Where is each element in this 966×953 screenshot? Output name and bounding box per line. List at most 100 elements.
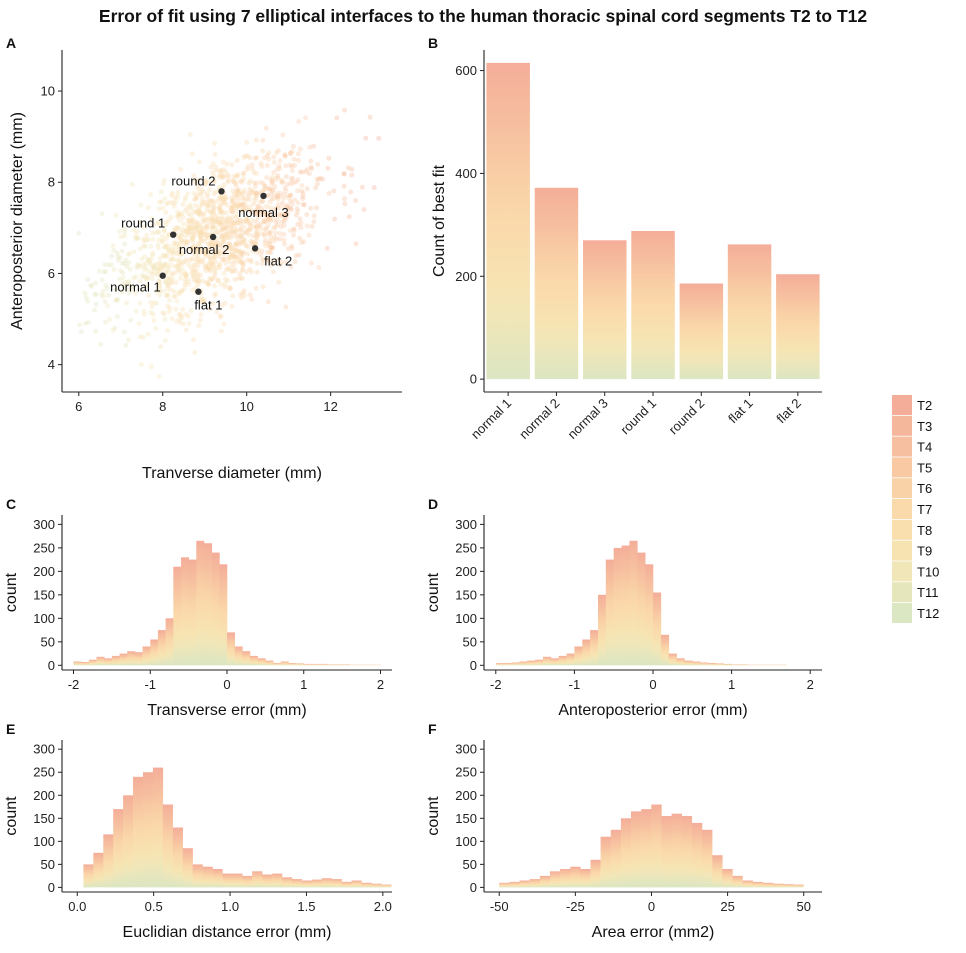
data-point: [114, 297, 119, 303]
histogram-bar: [732, 875, 743, 888]
data-point: [197, 225, 202, 231]
data-point: [282, 185, 288, 191]
figure-title: Error of fit using 7 elliptical interfac…: [99, 6, 867, 26]
data-point: [192, 267, 198, 273]
data-point: [209, 242, 215, 248]
legend-swatch: [892, 561, 912, 582]
legend-label: T8: [917, 523, 932, 538]
panel-c-x-tick-label: -1: [144, 677, 156, 692]
data-point: [105, 292, 111, 298]
data-point: [206, 262, 212, 268]
data-point: [255, 203, 261, 209]
data-point: [208, 265, 214, 271]
data-point: [137, 300, 143, 306]
data-point: [208, 255, 214, 261]
histogram-bar: [641, 809, 652, 888]
data-point: [191, 277, 197, 283]
data-point: [123, 342, 129, 348]
data-point: [83, 320, 88, 326]
data-point: [229, 215, 235, 221]
data-point: [275, 193, 281, 199]
data-point: [122, 284, 128, 289]
data-point: [166, 247, 171, 253]
data-point: [229, 268, 235, 274]
data-point: [253, 229, 259, 235]
data-point: [265, 217, 271, 223]
data-point: [223, 196, 229, 201]
legend-swatch: [892, 519, 912, 540]
panel-f-label: F: [428, 721, 437, 737]
panel-d-y-axis-label: count: [425, 572, 442, 612]
panel-c-x-tick-label: -2: [68, 677, 80, 692]
histogram-bar: [715, 663, 725, 666]
data-point: [221, 220, 226, 226]
data-point: [114, 314, 120, 319]
data-point: [269, 178, 275, 184]
data-point: [212, 240, 218, 246]
data-point: [182, 197, 188, 203]
data-point: [200, 219, 206, 225]
data-point: [149, 304, 155, 310]
data-point: [243, 205, 248, 211]
data-point: [282, 152, 288, 158]
data-point: [218, 209, 224, 215]
data-point: [210, 199, 216, 204]
histogram-bar: [162, 804, 173, 888]
data-point: [274, 236, 279, 242]
histogram-bar: [590, 630, 599, 666]
histogram-bar: [143, 772, 154, 888]
data-point: [153, 261, 159, 267]
data-point: [194, 258, 200, 264]
data-point: [241, 187, 247, 193]
data-point: [270, 269, 276, 275]
panel-c-x-tick-label: 0: [223, 677, 230, 692]
data-point: [166, 309, 172, 315]
data-point: [242, 237, 248, 243]
data-point: [332, 216, 338, 222]
data-point: [174, 298, 180, 304]
data-point: [299, 183, 305, 189]
data-point: [168, 214, 174, 220]
data-point: [195, 247, 201, 253]
data-point: [209, 217, 215, 223]
panel-a-y-tick-label: 10: [41, 84, 55, 99]
data-point: [180, 321, 186, 327]
data-point: [196, 241, 202, 246]
data-point: [76, 230, 82, 236]
data-point: [229, 209, 235, 215]
legend-label: T3: [917, 419, 932, 434]
data-point: [342, 107, 347, 113]
data-point: [165, 200, 171, 206]
data-point: [240, 259, 246, 265]
data-point: [178, 275, 183, 281]
data-point: [207, 257, 213, 263]
data-point: [260, 261, 266, 267]
panel-b-x-tick-label: flat 1: [725, 396, 756, 427]
data-point: [266, 186, 272, 192]
data-point: [161, 228, 167, 234]
data-point: [198, 259, 204, 265]
data-point: [224, 173, 230, 179]
data-point: [204, 253, 210, 259]
data-point: [233, 221, 239, 226]
data-point: [239, 267, 245, 273]
data-point: [227, 246, 233, 252]
data-point: [229, 162, 235, 168]
data-point: [283, 163, 289, 169]
data-point: [125, 252, 131, 258]
data-point: [268, 245, 274, 250]
data-point: [277, 236, 283, 242]
data-point: [233, 243, 239, 249]
data-point: [206, 266, 212, 272]
data-point: [151, 300, 157, 306]
data-point: [212, 217, 218, 222]
data-point: [154, 300, 160, 306]
data-point: [217, 265, 223, 271]
panel-a-y-tick-label: 6: [48, 266, 55, 281]
data-point: [204, 224, 210, 229]
data-point: [252, 155, 258, 161]
data-point: [195, 263, 201, 269]
legend-label: T12: [917, 606, 939, 621]
data-point: [217, 193, 223, 199]
data-point: [231, 221, 236, 227]
